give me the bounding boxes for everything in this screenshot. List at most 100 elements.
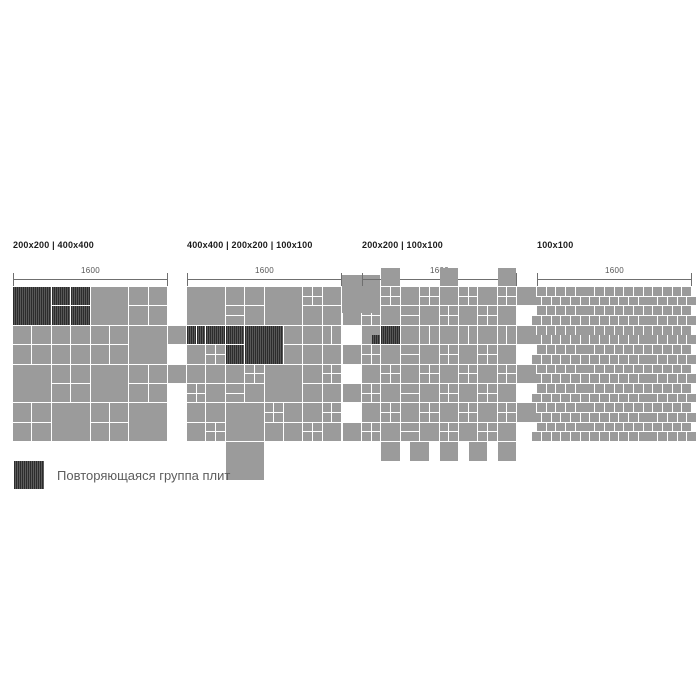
tile [206, 403, 225, 422]
tile [633, 287, 643, 296]
tile [487, 316, 497, 325]
tile [551, 296, 561, 306]
tile [638, 374, 648, 383]
tile [658, 393, 667, 403]
tile [362, 403, 381, 422]
tile [566, 422, 575, 432]
tile [497, 325, 507, 335]
tile [458, 287, 468, 296]
tile [478, 306, 488, 316]
tile [541, 393, 551, 403]
tile [667, 354, 677, 364]
tile [32, 345, 51, 364]
tile [629, 393, 638, 403]
tile [580, 412, 590, 422]
tile [332, 364, 342, 374]
tile [667, 296, 677, 306]
tile [537, 364, 546, 374]
tile [585, 287, 595, 296]
tile [439, 393, 449, 403]
tile [322, 335, 332, 345]
tile [546, 383, 556, 393]
tile [682, 364, 692, 374]
tile [362, 422, 371, 432]
tile [32, 325, 51, 345]
tile [362, 432, 371, 442]
tile [487, 432, 497, 442]
tile [187, 422, 206, 442]
tile [478, 432, 488, 442]
tile [653, 422, 663, 432]
tile [381, 383, 400, 403]
tile [332, 374, 342, 383]
tile [274, 412, 283, 422]
tile [638, 354, 648, 364]
tile [129, 364, 148, 383]
tile [458, 403, 468, 413]
tile [429, 287, 439, 296]
tile [245, 374, 254, 383]
tile [90, 325, 109, 345]
tile-repeating-group [51, 287, 71, 306]
tile [532, 374, 541, 383]
dimension-tick-right [691, 273, 692, 286]
tile [225, 393, 235, 403]
tile [458, 335, 468, 345]
tile [682, 403, 692, 413]
tile [541, 316, 551, 325]
tile-repeating-group [13, 287, 51, 325]
tile [410, 306, 420, 316]
tile [619, 412, 629, 422]
tile [245, 287, 264, 306]
dimension-tick-left [13, 273, 14, 286]
tile [546, 345, 556, 354]
tile [497, 335, 507, 345]
tile [391, 287, 400, 296]
tile [322, 287, 342, 306]
tile [381, 364, 391, 374]
tile [283, 345, 303, 364]
tile [643, 345, 653, 354]
tile [420, 374, 429, 383]
tile [458, 412, 468, 422]
tile [551, 412, 561, 422]
tile [468, 325, 478, 335]
tile [478, 403, 497, 422]
tile [458, 422, 478, 442]
tile [274, 403, 283, 413]
tile-repeating-group [51, 306, 71, 325]
tile [342, 345, 362, 364]
tile [595, 287, 604, 296]
tile [624, 383, 633, 393]
tile [322, 422, 342, 442]
tile [129, 383, 148, 403]
tile [537, 306, 546, 316]
tile [633, 306, 643, 316]
tile [575, 345, 585, 354]
tile [653, 403, 663, 413]
tile [575, 422, 585, 432]
tile [614, 383, 624, 393]
tile [468, 335, 478, 345]
tile [449, 306, 458, 316]
tile [322, 325, 332, 335]
tile [429, 374, 439, 383]
tile [497, 442, 517, 461]
tile [449, 316, 458, 325]
tile [497, 383, 517, 403]
tile [420, 403, 429, 413]
tile [537, 403, 546, 413]
tile [391, 374, 400, 383]
tile [322, 345, 342, 364]
tile [585, 364, 595, 374]
tile [638, 335, 648, 345]
tile [541, 335, 551, 345]
tile [643, 383, 653, 393]
tile [303, 296, 313, 306]
tile [51, 403, 90, 442]
tile [468, 296, 478, 306]
tile [687, 335, 696, 345]
tile [648, 374, 658, 383]
tile [400, 325, 420, 345]
tile [532, 335, 541, 345]
